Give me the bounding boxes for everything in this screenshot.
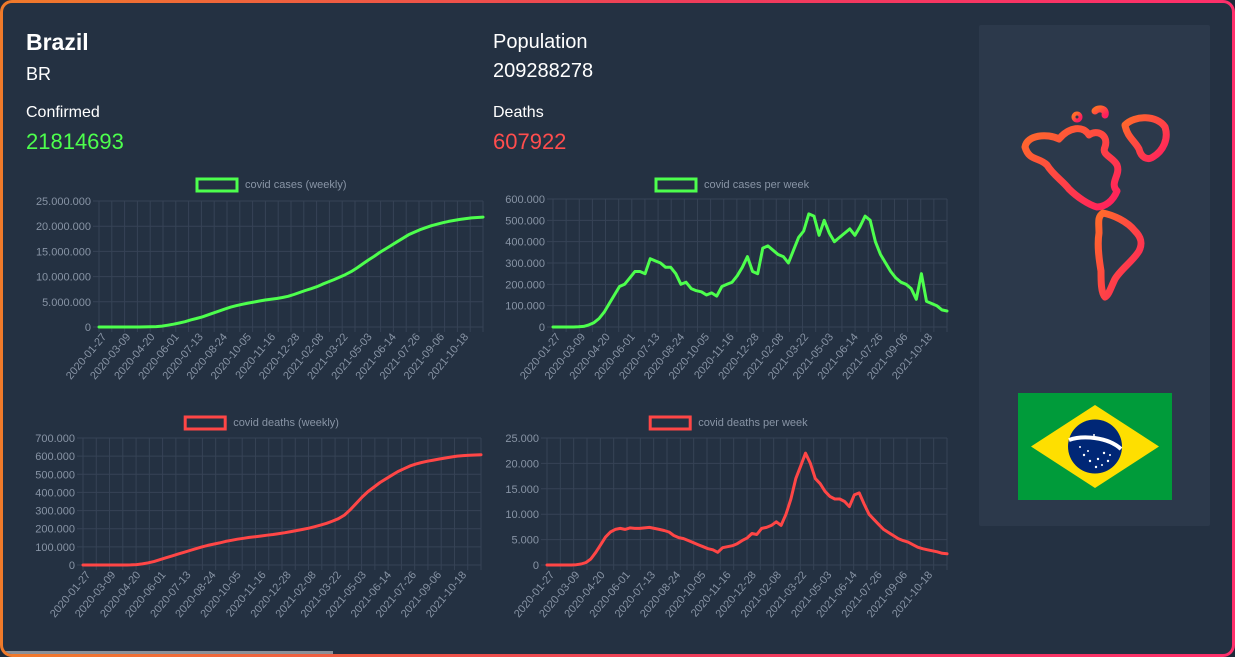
series-line — [81, 453, 483, 567]
y-tick-label: 10.000.000 — [36, 272, 91, 284]
side-panel — [979, 25, 1210, 526]
y-tick-label: 20.000.000 — [36, 221, 91, 233]
legend-swatch — [195, 177, 239, 193]
legend-label: covid deaths (weekly) — [233, 417, 339, 429]
y-tick-label: 600.000 — [505, 194, 545, 206]
confirmed-label: Confirmed — [26, 104, 100, 121]
confirmed-value: 21814693 — [26, 129, 124, 154]
chart-deaths-cumulative: covid deaths (weekly) 0 100.000 200.000 300.… — [3, 407, 513, 643]
y-tick-label: 15.000.000 — [36, 246, 91, 258]
y-tick-label: 200.000 — [505, 279, 545, 291]
chart-svg: covid cases per week 0 100.000 200.000 300.0… — [505, 177, 949, 382]
y-tick-label: 5.000 — [511, 535, 539, 547]
y-tick-label: 100.000 — [505, 301, 545, 313]
y-tick-label: 400.000 — [35, 487, 75, 499]
series-line — [551, 212, 949, 329]
y-tick-label: 500.000 — [505, 215, 545, 227]
chart-svg: covid deaths per week 0 5.000 10.000 15.000 2… — [505, 415, 949, 620]
country-name: Brazil — [26, 29, 89, 55]
series-line — [545, 451, 949, 567]
chart-svg: covid cases (weekly) 0 5.000.000 10.000.000… — [36, 177, 485, 382]
chart-cases-weekly: covid cases per week 0 100.000 200.000 300.0… — [463, 169, 953, 399]
y-tick-label: 0 — [539, 322, 545, 334]
y-tick-label: 0 — [69, 560, 75, 572]
deaths-label: Deaths — [493, 104, 544, 121]
y-tick-label: 25.000 — [505, 433, 539, 445]
y-tick-label: 300.000 — [505, 258, 545, 270]
americas-map-icon — [1017, 105, 1173, 306]
y-tick-label: 15.000 — [505, 484, 539, 496]
y-tick-label: 10.000 — [505, 509, 539, 521]
chart-deaths-weekly: covid deaths per week 0 5.000 10.000 15.000 2… — [463, 407, 953, 643]
y-tick-label: 400.000 — [505, 237, 545, 249]
y-tick-label: 20.000 — [505, 458, 539, 470]
population-label: Population — [493, 31, 588, 53]
series-line — [97, 215, 485, 329]
deaths-value: 607922 — [493, 129, 567, 154]
country-card: Brazil BR Confirmed 21814693 Population … — [3, 3, 1232, 654]
y-tick-label: 500.000 — [35, 469, 75, 481]
y-tick-label: 600.000 — [35, 451, 75, 463]
y-tick-label: 25.000.000 — [36, 196, 91, 208]
y-tick-label: 300.000 — [35, 506, 75, 518]
legend-label: covid cases per week — [704, 179, 810, 191]
country-code: BR — [26, 64, 52, 84]
chart-svg: covid deaths (weekly) 0 100.000 200.000 300.… — [35, 415, 483, 620]
legend-label: covid deaths per week — [698, 417, 808, 429]
y-tick-label: 0 — [533, 560, 539, 572]
legend-swatch — [648, 415, 692, 431]
y-tick-label: 200.000 — [35, 524, 75, 536]
population-value: 209288278 — [493, 60, 594, 82]
y-tick-label: 0 — [85, 322, 91, 334]
legend-label: covid cases (weekly) — [245, 179, 346, 191]
brazil-flag-icon — [1018, 393, 1172, 505]
y-tick-label: 100.000 — [35, 542, 75, 554]
legend-swatch — [654, 177, 698, 193]
y-tick-label: 700.000 — [35, 433, 75, 445]
chart-cases-cumulative: covid cases (weekly) 0 5.000.000 10.000.000… — [3, 169, 513, 399]
y-tick-label: 5.000.000 — [42, 297, 91, 309]
legend-swatch — [183, 415, 227, 431]
scrollbar[interactable] — [3, 651, 333, 654]
